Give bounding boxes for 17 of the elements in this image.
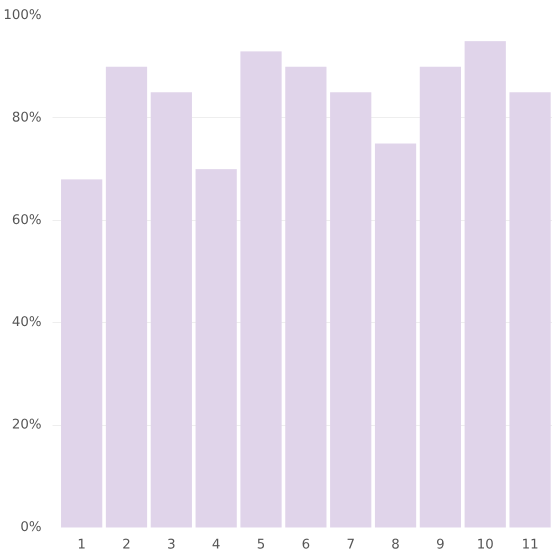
x-tick-label: 4 (212, 538, 220, 551)
x-tick-label: 9 (436, 538, 445, 551)
x-tick-label: 7 (346, 538, 355, 551)
x-tick-label: 1 (77, 538, 86, 551)
y-tick-label: 100% (3, 8, 42, 23)
y-tick-label: 60% (12, 212, 42, 228)
x-tick-label: 2 (122, 538, 131, 551)
y-tick-label: 40% (12, 315, 42, 330)
y-tick-label: 80% (12, 110, 42, 126)
x-tick-label: 10 (476, 538, 494, 551)
x-tick-label: 5 (256, 538, 266, 551)
y-tick-label: 0% (20, 520, 42, 535)
x-tick-label: 11 (522, 538, 539, 551)
x-tick-label: 6 (302, 538, 310, 551)
x-tick-label: 3 (167, 538, 176, 551)
y-tick-label: 20% (12, 418, 42, 433)
x-tick-label: 8 (391, 538, 400, 551)
